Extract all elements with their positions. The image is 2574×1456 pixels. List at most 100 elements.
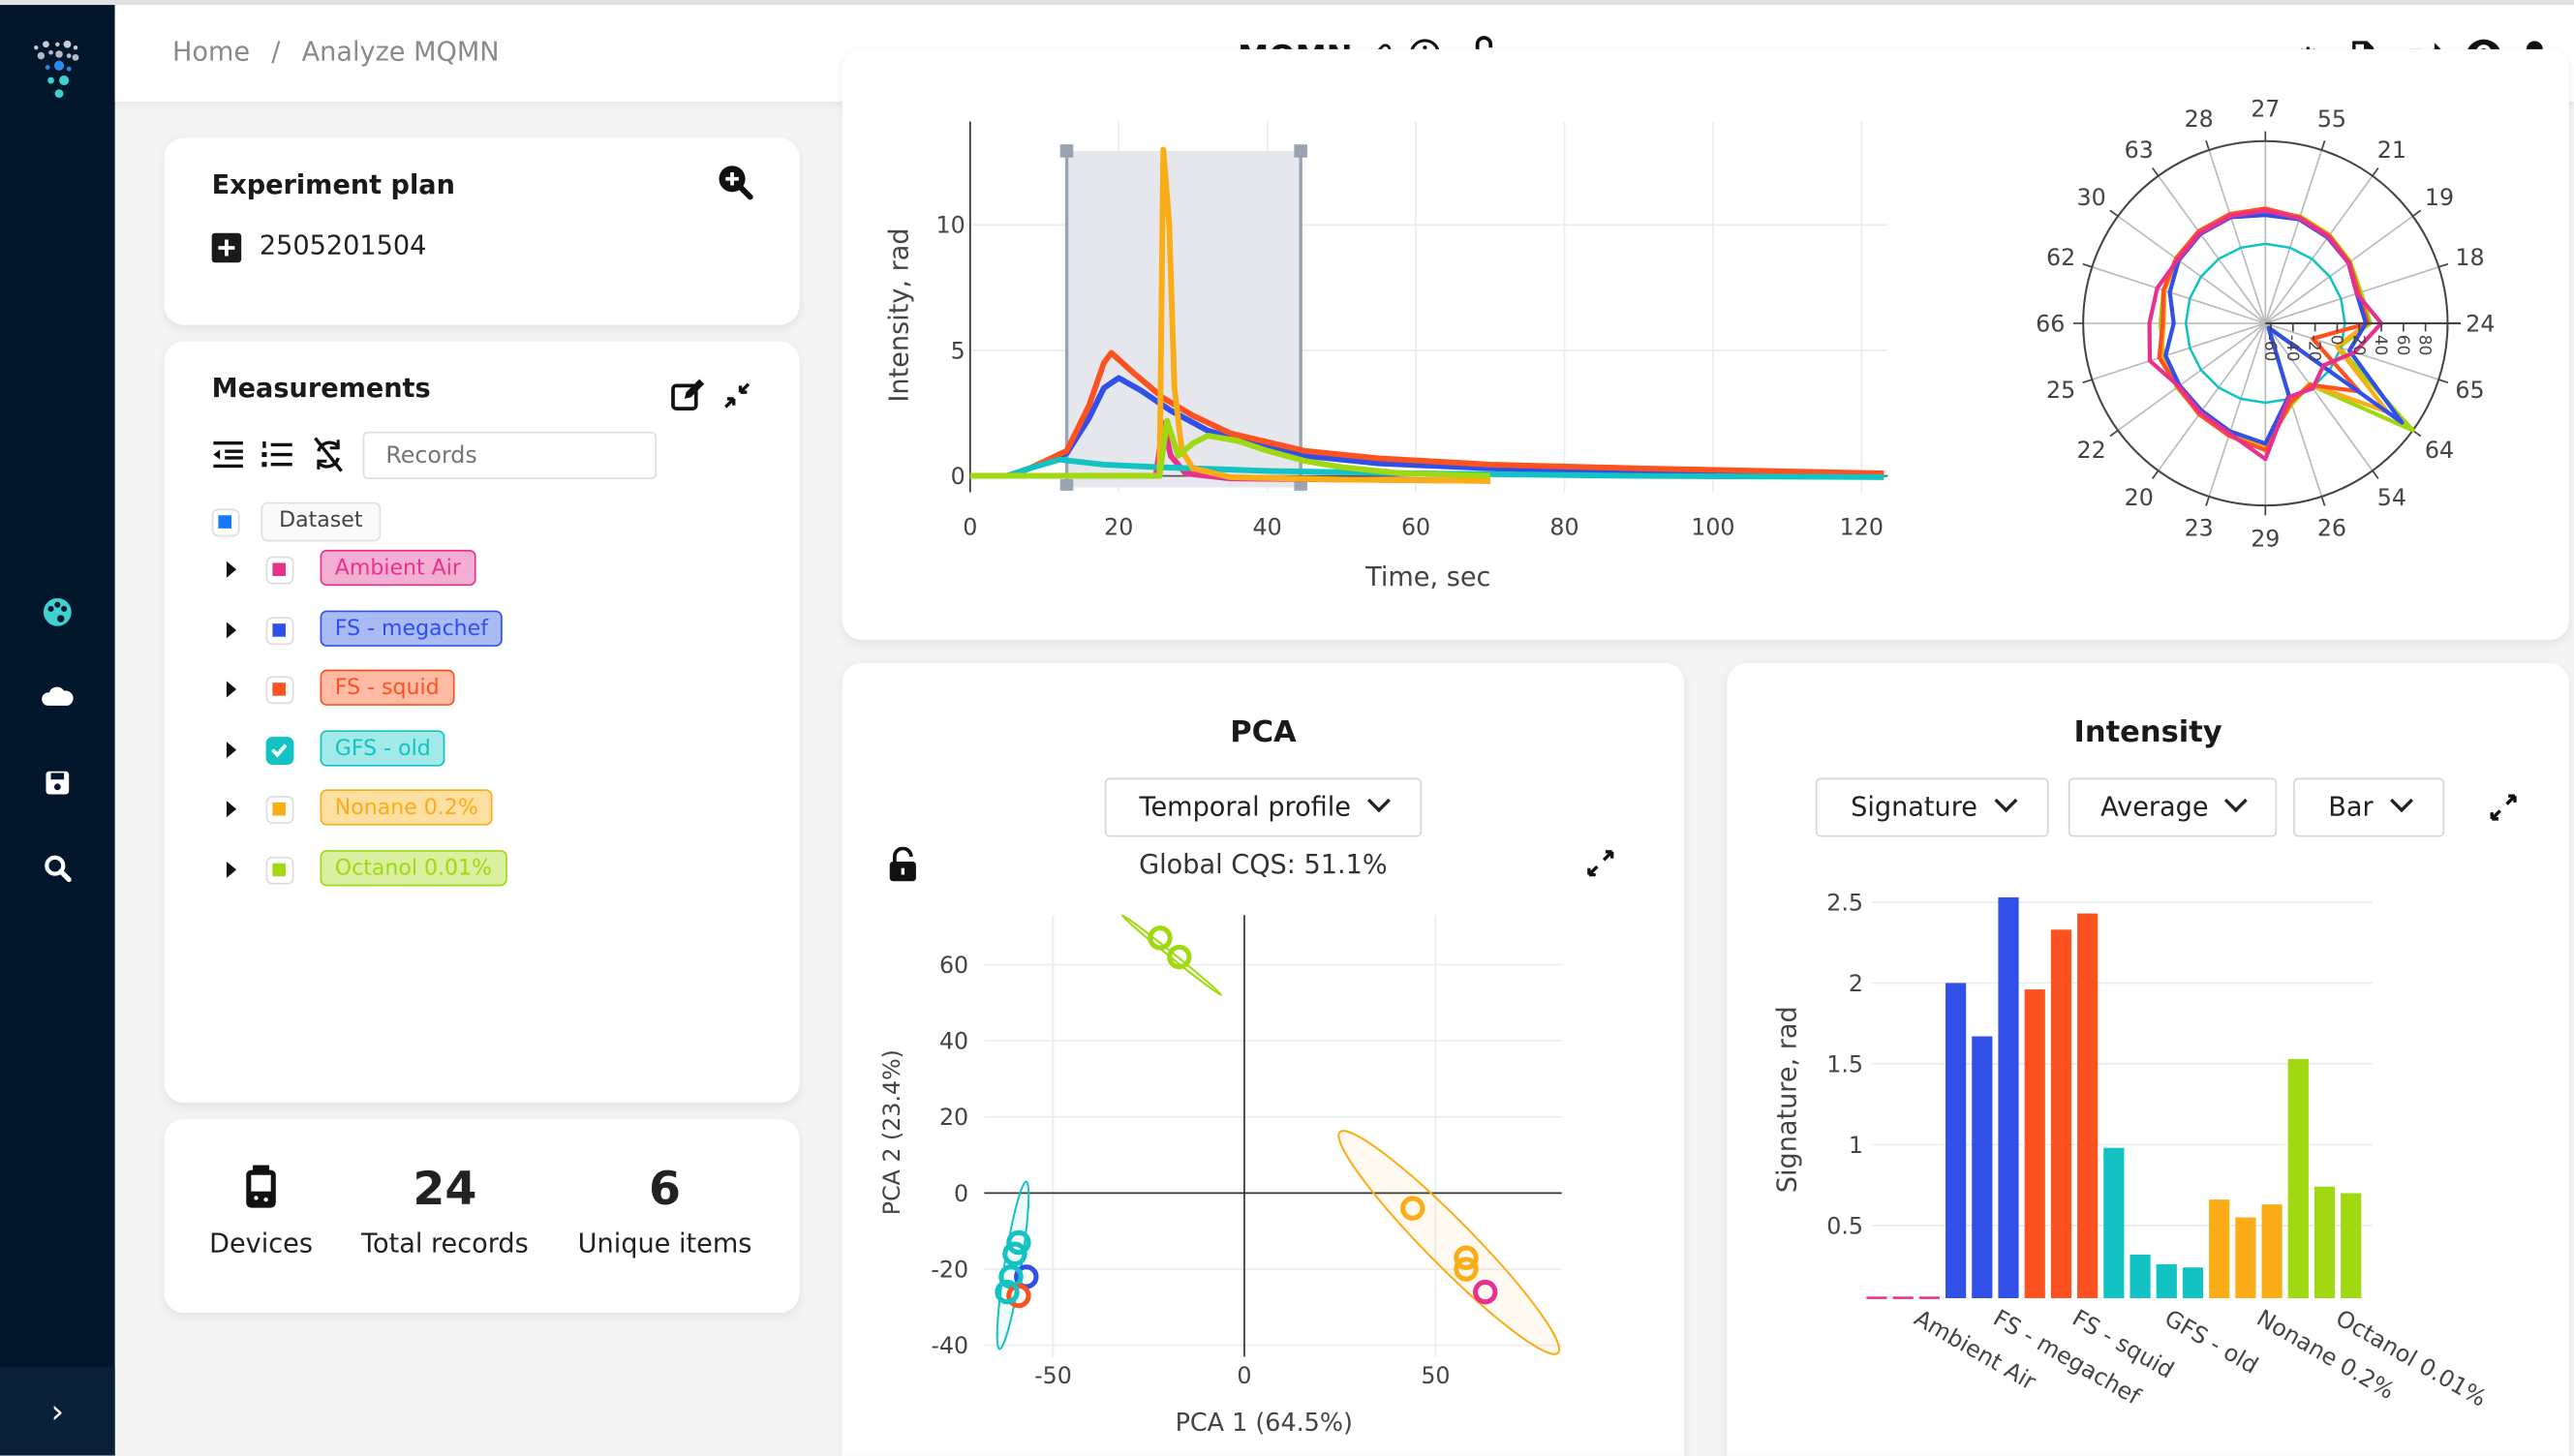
color-swatch <box>272 682 286 697</box>
confidence-ellipse <box>1337 1130 1561 1355</box>
signature-dropdown[interactable]: Signature <box>1815 777 2049 837</box>
dataset-checkbox[interactable] <box>211 508 240 537</box>
angular-label: 21 <box>2377 136 2406 164</box>
measurement-checkbox[interactable] <box>265 556 294 585</box>
edit-icon[interactable] <box>670 378 706 420</box>
measurement-tag[interactable]: Nonane 0.2% <box>320 790 494 827</box>
measurement-checkbox[interactable] <box>265 736 294 765</box>
x-axis-title: Time, sec <box>1364 562 1490 592</box>
bar-5 <box>2287 1058 2309 1298</box>
measurement-checkbox[interactable] <box>265 856 294 885</box>
expand-icon[interactable] <box>1586 848 1616 884</box>
measurement-tag[interactable]: GFS - old <box>320 729 445 767</box>
radar-tick <box>2205 140 2210 151</box>
expand-caret-icon[interactable] <box>226 681 237 698</box>
x-tick-label: 100 <box>1691 514 1734 541</box>
radar-tick <box>2205 496 2210 506</box>
y-axis-title: Intensity, rad <box>884 228 914 402</box>
radial-tick-label: 20 <box>2349 335 2369 356</box>
measurement-checkbox[interactable] <box>265 676 294 705</box>
sidebar-expand-button[interactable]: › <box>0 1367 115 1456</box>
selection-handle-top[interactable] <box>1059 144 1074 158</box>
checkmark-icon <box>271 743 288 758</box>
chevron-right-icon: › <box>50 1391 65 1432</box>
x-tick-label: 0 <box>963 514 977 541</box>
y-tick-label: 60 <box>939 952 968 979</box>
bar-2 <box>2024 989 2045 1298</box>
bar-5 <box>2314 1186 2336 1298</box>
selection-handle-bottom[interactable] <box>1059 478 1074 491</box>
color-swatch <box>272 622 286 637</box>
records-search-input[interactable] <box>362 431 658 479</box>
measurement-tag[interactable]: Octanol 0.01% <box>320 850 507 887</box>
sync-off-icon[interactable] <box>310 437 346 479</box>
bar-3 <box>2182 1267 2204 1298</box>
radar-spoke <box>2117 322 2266 432</box>
measurements-title: Measurements <box>211 372 431 405</box>
radar-tick <box>2109 209 2119 218</box>
breadcrumb-home[interactable]: Home <box>171 36 251 68</box>
selection-handle-bottom[interactable] <box>1294 478 1307 491</box>
selection-handle-top[interactable] <box>1294 144 1307 158</box>
expand-caret-icon[interactable] <box>226 561 237 578</box>
expand-caret-icon[interactable] <box>226 741 237 758</box>
expand-plus-icon[interactable] <box>211 232 242 263</box>
outdent-icon[interactable] <box>212 440 245 475</box>
pca-point <box>1006 1283 1031 1309</box>
bar-1 <box>1972 1036 1993 1298</box>
collapse-icon[interactable] <box>720 379 753 419</box>
radial-tick-label: 0 <box>2327 335 2346 346</box>
expand-caret-icon[interactable] <box>226 801 237 818</box>
measurement-tag[interactable]: FS - squid <box>320 669 454 707</box>
experiment-plan-card: Experiment plan 2505201504 <box>164 137 800 325</box>
series-line-3 <box>969 456 1885 480</box>
expand-icon[interactable] <box>2489 793 2519 829</box>
measurement-tag[interactable]: Ambient Air <box>320 549 476 587</box>
y-tick-label: 0 <box>954 1180 968 1207</box>
angular-label: 20 <box>2125 484 2154 511</box>
dataset-root-label[interactable]: Dataset <box>260 501 382 542</box>
logo-icon <box>34 40 79 99</box>
pca-point <box>1473 1279 1498 1305</box>
chart-type-dropdown[interactable]: Bar <box>2293 777 2445 837</box>
y-tick-label: 1 <box>1849 1132 1863 1159</box>
radial-tick-label-negative: -60 <box>2261 335 2281 362</box>
total-records-value: 24 <box>413 1162 477 1217</box>
temporal-profile-dropdown[interactable]: Temporal profile <box>1104 777 1422 837</box>
cloud-icon[interactable] <box>38 681 77 720</box>
dropdown-value: Signature <box>1851 791 1977 823</box>
expand-caret-icon[interactable] <box>226 861 237 878</box>
angular-label: 26 <box>2317 515 2346 542</box>
bar-5 <box>2341 1193 2362 1298</box>
numbered-list-icon[interactable] <box>261 440 294 475</box>
bar-2 <box>2050 929 2072 1298</box>
x-tick-label: 120 <box>1840 514 1884 541</box>
measurement-tag[interactable]: FS - megachef <box>320 609 504 647</box>
radar-tick <box>2372 470 2379 479</box>
unlock-icon[interactable] <box>888 846 921 890</box>
radar-spoke <box>2092 265 2266 324</box>
measurement-checkbox[interactable] <box>265 796 294 825</box>
radial-tick-label-negative: -20 <box>2306 335 2325 362</box>
dropdown-value: Temporal profile <box>1139 791 1352 823</box>
expand-caret-icon[interactable] <box>226 621 237 638</box>
zoom-in-icon[interactable] <box>718 165 753 207</box>
radar-spoke <box>2117 215 2266 324</box>
measurement-checkbox[interactable] <box>265 616 294 645</box>
save-icon[interactable] <box>38 767 77 806</box>
radar-spoke <box>2265 265 2439 324</box>
radar-tick <box>2320 140 2326 151</box>
color-swatch <box>272 803 286 817</box>
radial-tick-label: 60 <box>2394 335 2413 356</box>
palette-icon[interactable] <box>38 595 77 635</box>
color-swatch <box>272 562 286 576</box>
angular-label: 22 <box>2077 437 2106 464</box>
bar-1 <box>1998 896 2019 1298</box>
unique-items-label: Unique items <box>577 1227 752 1259</box>
bar-0 <box>1918 1296 1940 1299</box>
search-icon[interactable] <box>38 852 77 892</box>
experiment-id[interactable]: 2505201504 <box>259 229 427 261</box>
average-dropdown[interactable]: Average <box>2068 777 2278 837</box>
y-tick-label: 40 <box>939 1028 968 1055</box>
